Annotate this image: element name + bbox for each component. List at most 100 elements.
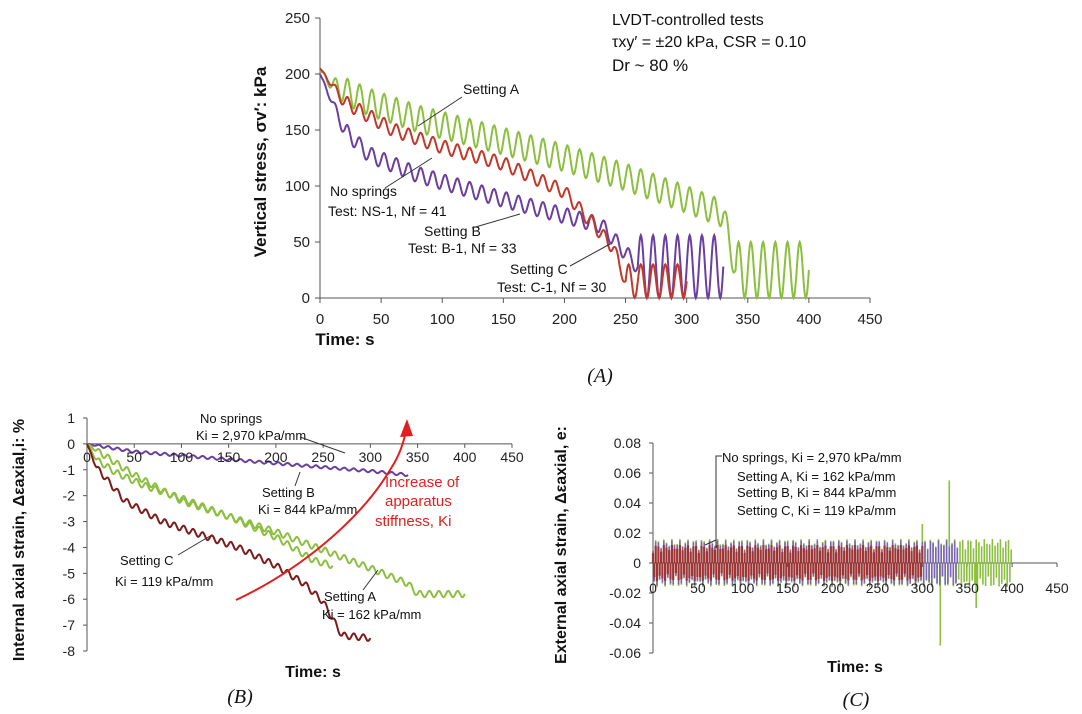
panel-b-ylabel: Internal axial strain, Δεaxial,i: %: [11, 419, 28, 661]
panel-a-ylabel: Vertical stress, σv′: kPa: [251, 66, 270, 257]
panel-c-ytick-label: -0.02: [609, 585, 641, 601]
panel-a-series: [319, 67, 810, 301]
panel-c-ytick-label: 0.04: [614, 495, 641, 511]
panel-c-ylabel: External axial strain, Δεaxial, e:: [553, 426, 570, 664]
panel-c-ticks: 0.08 0.06 0.04 0.02 0 -0.02 -0.04 -0.06 0 50 100 15…: [609, 435, 1069, 661]
legend-c-setting-c: Setting C, Ki = 119 kPa/mm: [737, 503, 896, 518]
legend-c-setting-b: Setting B, Ki = 844 kPa/mm: [737, 485, 896, 500]
panel-c-ytick-label: -0.04: [609, 615, 641, 631]
panel-c-xlabel: Time: s: [827, 659, 883, 676]
caption-a: (A): [587, 365, 613, 387]
panel-a-ytick-label: 150: [285, 122, 310, 139]
leader-no-springs: [384, 157, 433, 189]
panel-b-ytick-label: -3: [63, 514, 76, 530]
stiffness-arrowhead-icon: [400, 419, 413, 437]
stiffness-arrow: [235, 423, 408, 601]
panel-c-xtick-label: 300: [911, 580, 935, 596]
panel-a-xtick-label: 100: [430, 311, 455, 328]
info-line-1: LVDT-controlled tests: [612, 12, 764, 29]
panel-b-xtick-label: 150: [217, 449, 241, 465]
panel-a-xtick-label: 150: [491, 311, 516, 328]
panel-a-ticks: 0 50 100 150 200 250 0 50 100 150 200 250 300 350 400 4…: [285, 10, 883, 328]
label-setting-b: Setting B: [424, 223, 481, 239]
panel-b-xtick-label: 250: [311, 449, 335, 465]
panel-b-ytick-label: -4: [63, 539, 76, 555]
panel-c-xtick-label: 150: [776, 580, 800, 596]
panel-b-xtick-label: 400: [453, 449, 477, 465]
panel-c-ytick-label: 0: [633, 555, 641, 571]
panel-c-xtick-label: 0: [649, 580, 657, 596]
panel-c-xtick-label: 100: [731, 580, 755, 596]
panel-a-xtick-label: 400: [796, 311, 821, 328]
panel-c-xtick-label: 250: [866, 580, 890, 596]
panel-c-xtick-label: 50: [690, 580, 706, 596]
leader-b-setting-b: [294, 471, 301, 487]
series-a-setting-b: [319, 73, 725, 301]
series-b-0: [86, 442, 409, 477]
panel-c-ytick-label: 0.02: [614, 525, 641, 541]
leader-b-setting-a: [362, 569, 379, 591]
label-setting-c: Setting C: [510, 261, 568, 277]
panel-b-ytick-label: -8: [63, 643, 76, 659]
label-b-ki-2970: Ki = 2,970 kPa/mm: [196, 428, 306, 443]
label-b-setting-c: Setting C: [120, 553, 173, 568]
panel-b-xtick-label: 0: [83, 449, 91, 465]
panel-a-xtick-label: 450: [857, 311, 882, 328]
panel-a-ytick-label: 50: [293, 234, 310, 251]
panel-c-xtick-label: 350: [956, 580, 980, 596]
panel-a-axes: [315, 17, 871, 303]
panel-a-xlabel: Time: s: [315, 330, 374, 349]
caption-c: (C): [843, 689, 870, 711]
panel-b-ytick-label: 0: [67, 436, 75, 452]
leader-setting-b: [471, 213, 521, 229]
panel-b: 1 0 -1 -2 -3 -4 -5 -6 -7 -8 0 50 100 150 200 250 300 350 4…: [11, 410, 524, 708]
series-a-no-springs: [319, 67, 688, 300]
panel-c-series: [651, 480, 1012, 646]
label-test-c1: Test: C-1, Nf = 30: [497, 279, 607, 295]
label-b-no-springs: No springs: [200, 411, 263, 426]
panel-c-xtick-label: 450: [1045, 580, 1069, 596]
label-b-ki-162: Ki = 162 kPa/mm: [322, 607, 421, 622]
label-setting-a: Setting A: [463, 81, 520, 97]
panel-b-ticks: 1 0 -1 -2 -3 -4 -5 -6 -7 -8 0 50 100 150 200 250 300 350 4…: [63, 410, 524, 659]
panel-b-ytick-label: -7: [63, 617, 76, 633]
panel-b-xtick-label: 200: [264, 449, 288, 465]
panel-a-xtick-label: 0: [316, 311, 324, 328]
panel-b-ytick-label: -5: [63, 565, 76, 581]
legend-c-setting-a: Setting A, Ki = 162 kPa/mm: [737, 469, 896, 484]
label-test-b1: Test: B-1, Nf = 33: [408, 240, 517, 256]
leader-b-no-springs: [299, 436, 346, 454]
panel-c-ytick-label: 0.08: [614, 435, 641, 451]
panel-a-ytick-label: 0: [302, 290, 310, 307]
series-b-3: [86, 443, 372, 642]
panel-b-xlabel: Time: s: [285, 664, 341, 681]
label-b-setting-a: Setting A: [324, 589, 376, 604]
label-b-ki-119: Ki = 119 kPa/mm: [115, 574, 213, 589]
info-line-3: Dr ~ 80 %: [612, 56, 688, 75]
panel-a-xtick-label: 200: [552, 311, 577, 328]
label-stiffness-3: stiffness, Ki: [375, 513, 451, 530]
series-b-2: [86, 443, 466, 599]
series-c-2: [651, 545, 924, 581]
panel-a-xtick-label: 350: [735, 311, 760, 328]
panel-c-xtick-label: 200: [821, 580, 845, 596]
info-line-2: τxy′ = ±20 kPa, CSR = 0.10: [612, 34, 806, 51]
panel-b-ytick-label: -6: [63, 591, 76, 607]
leader-setting-c: [569, 243, 611, 267]
label-b-ki-844: Ki = 844 kPa/mm: [258, 502, 357, 517]
panel-a-ytick-label: 100: [285, 178, 310, 195]
series-a-setting-a: [319, 69, 810, 301]
panel-b-xtick-label: 300: [359, 449, 383, 465]
panel-c-ytick-label: 0.06: [614, 465, 641, 481]
panel-c-legend-bracket: [704, 455, 722, 548]
leader-b-setting-c: [177, 535, 211, 556]
label-test-ns1: Test: NS-1, Nf = 41: [328, 203, 447, 219]
panel-b-xtick-label: 350: [406, 449, 430, 465]
label-stiffness-1: Increase of: [385, 474, 460, 491]
panel-a-xtick-label: 300: [674, 311, 699, 328]
panel-c: 0.08 0.06 0.04 0.02 0 -0.02 -0.04 -0.06 0 50 100 15…: [553, 426, 1069, 711]
caption-b: (B): [227, 686, 253, 708]
panel-c-legend-bg: [722, 446, 948, 524]
panel-b-xtick-label: 50: [126, 449, 142, 465]
